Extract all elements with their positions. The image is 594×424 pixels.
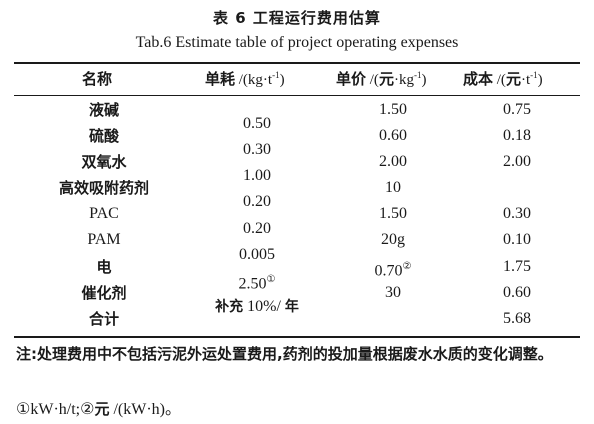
consumption-cell-catalyst: 补充 10%/ 年	[215, 298, 299, 315]
name-cell: 双氧水	[81, 153, 127, 171]
cost-cell: 0.60	[503, 284, 531, 301]
price-cell: 1.50	[379, 205, 407, 222]
name-cell: 硫酸	[88, 127, 120, 145]
consumption-cell-electricity: 2.50①	[238, 274, 276, 293]
name-cell: PAC	[89, 205, 119, 222]
price-cell-electricity: 0.70②	[374, 261, 412, 280]
consumption-cell: 0.005	[239, 246, 275, 263]
name-cell: 液碱	[88, 101, 120, 119]
cost-cell: 2.00	[503, 153, 531, 170]
table-footnote-units: ①kW·h/t;②元 /(kW·h)。	[16, 400, 182, 418]
name-cell: 高效吸附药剂	[58, 179, 150, 197]
price-cell: 1.50	[379, 101, 407, 118]
header-rule	[14, 95, 580, 96]
name-cell: 电	[96, 258, 112, 276]
header-name: 名称	[82, 70, 113, 88]
name-cell: 合计	[88, 310, 120, 328]
header-consumption: 单耗 /(kg·t-1)	[205, 70, 285, 88]
cost-cell: 0.10	[503, 231, 531, 248]
table-title-en: Tab.6 Estimate table of project operatin…	[135, 34, 459, 51]
price-cell: 2.00	[379, 153, 407, 170]
cost-cell-total: 5.68	[503, 310, 531, 327]
cost-cell: 0.18	[503, 127, 531, 144]
price-cell: 30	[385, 284, 401, 301]
consumption-cell: 0.20	[243, 193, 271, 210]
price-cell: 0.60	[379, 127, 407, 144]
consumption-cell: 0.50	[243, 115, 271, 132]
price-cell: 20g	[381, 231, 405, 248]
price-cell: 10	[385, 179, 401, 196]
cost-cell: 1.75	[503, 258, 531, 275]
name-cell: PAM	[87, 231, 121, 248]
consumption-cell: 1.00	[243, 167, 271, 184]
header-price: 单价 /(元·kg-1)	[336, 70, 427, 88]
name-cell: 催化剂	[81, 284, 127, 302]
header-cost: 成本 /(元·t-1)	[463, 70, 543, 88]
consumption-cell: 0.20	[243, 220, 271, 237]
table-note: 注:处理费用中不包括污泥外运处置费用,药剂的投加量根据废水水质的变化调整。	[16, 345, 553, 363]
top-rule	[14, 62, 580, 64]
table-title-cn: 表 6 工程运行费用估算	[213, 9, 381, 27]
cost-cell: 0.75	[503, 101, 531, 118]
consumption-cell: 0.30	[243, 141, 271, 158]
cost-cell: 0.30	[503, 205, 531, 222]
bottom-rule	[14, 336, 580, 338]
